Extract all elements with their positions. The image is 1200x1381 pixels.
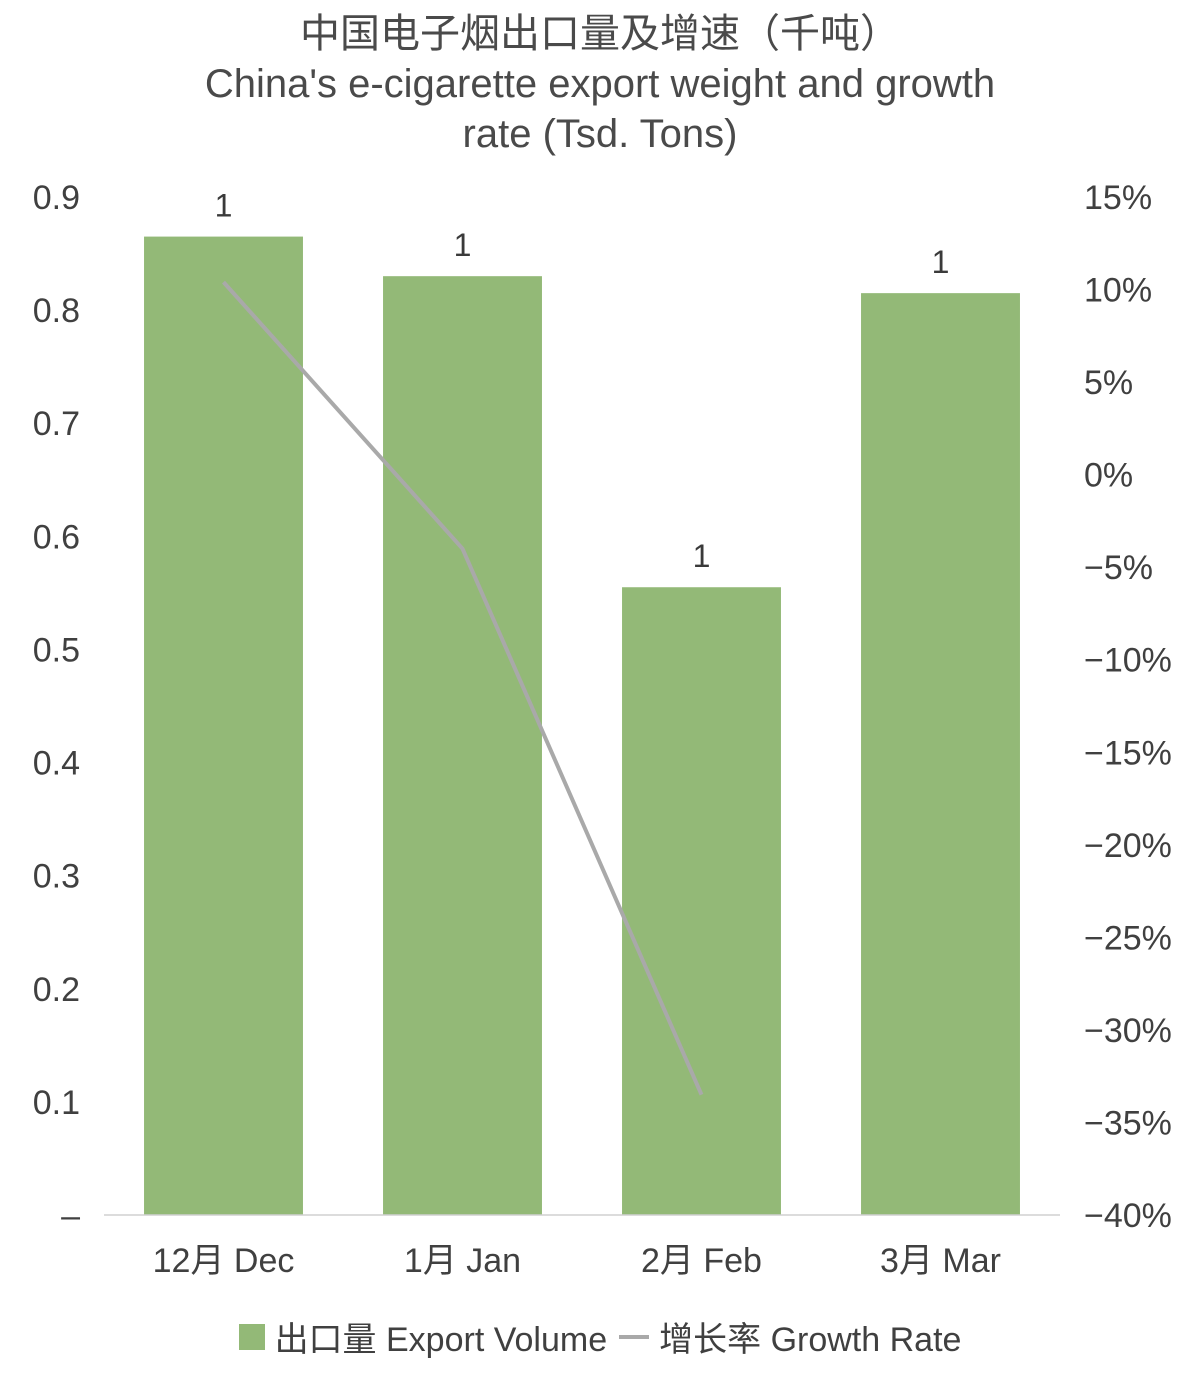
- legend-label-export-volume: 出口量 Export Volume: [274, 1321, 608, 1359]
- bar-data-label-3: 1: [932, 244, 950, 280]
- y-right-tick-label-6: −10%: [1084, 642, 1172, 680]
- y-right-tick-label-1: −35%: [1084, 1104, 1172, 1142]
- y-right-tick-label-3: −25%: [1084, 919, 1172, 957]
- y-right-tick-label-2: −30%: [1084, 1012, 1172, 1050]
- bar-2: [622, 587, 781, 1215]
- legend-label-growth-rate: 增长率 Growth Rate: [659, 1321, 962, 1359]
- y-right-tick-label-9: 5%: [1084, 364, 1133, 402]
- y-right-tick-label-11: 15%: [1084, 179, 1152, 217]
- x-tick-label-1: 1月 Jan: [404, 1242, 521, 1280]
- y-right-tick-label-4: −20%: [1084, 827, 1172, 865]
- y-left-tick-label-3: 0.3: [33, 858, 80, 896]
- y-left-tick-label-0: –: [61, 1197, 80, 1235]
- bar-1: [383, 276, 542, 1216]
- chart-title-cn: 中国电子烟出口量及增速（千吨）: [300, 12, 900, 56]
- x-tick-label-2: 2月 Feb: [641, 1242, 762, 1280]
- bar-3: [861, 293, 1020, 1216]
- y-right-tick-label-10: 10%: [1084, 272, 1152, 310]
- y-left-tick-label-1: 0.1: [33, 1084, 80, 1122]
- y-right-tick-label-7: −5%: [1084, 549, 1153, 587]
- y-left-tick-label-6: 0.6: [33, 518, 80, 556]
- y-left-tick-label-2: 0.2: [33, 971, 80, 1009]
- legend-swatch-bar: [238, 1323, 265, 1350]
- y-right-tick-label-8: 0%: [1084, 457, 1133, 495]
- y-left-tick-label-4: 0.4: [33, 745, 80, 783]
- y-left-tick-label-7: 0.7: [33, 405, 80, 443]
- bar-data-label-2: 1: [693, 538, 711, 574]
- y-left-tick-label-9: 0.9: [33, 179, 80, 217]
- y-right-tick-label-0: −40%: [1084, 1197, 1172, 1235]
- chart-legend: 出口量 Export Volume 增长率 Growth Rate: [0, 1312, 1200, 1361]
- bar-0: [144, 236, 303, 1216]
- legend-item-growth-rate: 增长率 Growth Rate: [607, 1312, 961, 1361]
- chart-title-en-line2: rate (Tsd. Tons): [462, 112, 738, 156]
- bar-data-label-0: 1: [215, 188, 233, 224]
- x-tick-label-0: 12月 Dec: [153, 1242, 295, 1280]
- x-tick-label-3: 3月 Mar: [880, 1242, 1001, 1280]
- chart-title-en-line1: China's e-cigarette export weight and gr…: [204, 62, 996, 106]
- legend-item-export-volume: 出口量 Export Volume: [238, 1312, 608, 1361]
- y-left-tick-label-5: 0.5: [33, 631, 80, 669]
- legend-swatch-line: [619, 1334, 650, 1339]
- bar-data-label-1: 1: [454, 227, 472, 263]
- y-right-tick-label-5: −15%: [1084, 734, 1172, 772]
- y-left-tick-label-8: 0.8: [33, 292, 80, 330]
